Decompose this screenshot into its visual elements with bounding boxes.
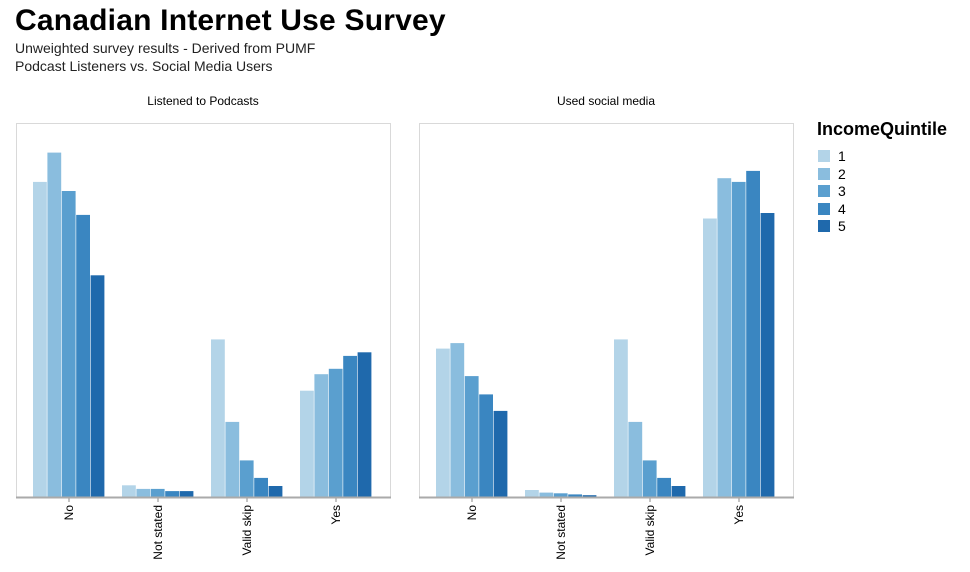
bar-valid-skip-q5 — [671, 486, 686, 497]
bar-not-stated-q1 — [122, 485, 136, 497]
legend-item-5: 5 — [818, 219, 846, 235]
panel-title: Used social media — [557, 94, 655, 108]
bar-not-stated-q3 — [150, 488, 165, 497]
legend-label: 1 — [838, 148, 846, 164]
bar-yes-q1 — [300, 390, 314, 497]
bar-valid-skip-q2 — [628, 421, 643, 497]
bar-yes-q1 — [703, 218, 717, 497]
bar-no-q1 — [33, 181, 47, 497]
bar-no-q1 — [436, 348, 450, 497]
facet-panel-2: Used social media No Not stated Valid skip Y… — [419, 94, 794, 560]
x-tick-label: No — [465, 505, 479, 521]
bar-valid-skip-q3 — [642, 460, 657, 497]
bar-not-stated-q4 — [165, 491, 179, 497]
bar-not-stated-q1 — [525, 490, 539, 497]
x-tick-label: Yes — [329, 505, 343, 525]
bar-yes-q5 — [357, 352, 372, 497]
legend-swatch — [818, 185, 830, 197]
bar-no-q4 — [479, 394, 493, 497]
bar-valid-skip-q2 — [225, 421, 240, 497]
bar-no-q2 — [450, 343, 465, 497]
bar-no-q3 — [61, 191, 76, 497]
bar-not-stated-q4 — [568, 494, 582, 497]
bar-valid-skip-q4 — [254, 477, 268, 497]
chart-title: Canadian Internet Use Survey — [15, 4, 446, 37]
x-tick-label: Valid skip — [240, 505, 254, 556]
legend-swatch — [818, 220, 830, 232]
bar-yes-q2 — [314, 374, 329, 497]
x-tick-label: Not stated — [151, 505, 165, 560]
bar-not-stated-q2 — [136, 488, 151, 497]
legend-title: IncomeQuintile — [817, 119, 948, 139]
bar-yes-q5 — [760, 213, 775, 497]
bar-yes-q4 — [343, 355, 357, 497]
legend-label: 2 — [838, 165, 846, 182]
bar-no-q5 — [493, 410, 508, 497]
x-tick-label: Not stated — [554, 505, 568, 560]
bar-yes-q3 — [731, 181, 746, 497]
bar-no-q2 — [47, 152, 62, 497]
bar-valid-skip-q3 — [239, 460, 254, 497]
legend-item-1: 1 — [818, 149, 846, 165]
bar-no-q5 — [90, 275, 105, 497]
legend-label: 3 — [838, 183, 846, 199]
bar-yes-q4 — [746, 170, 760, 497]
legend-item-3: 3 — [818, 184, 846, 200]
bar-not-stated-q2 — [539, 492, 554, 497]
legend-swatch — [818, 150, 830, 162]
x-tick-label: Valid skip — [643, 505, 657, 556]
bar-no-q4 — [76, 214, 90, 497]
legend-label: 5 — [838, 218, 846, 234]
bar-valid-skip-q4 — [657, 477, 671, 497]
bar-yes-q2 — [717, 178, 732, 497]
x-tick-label: No — [62, 505, 76, 521]
bar-not-stated-q3 — [553, 493, 568, 497]
legend-item-2: 2 — [818, 167, 846, 183]
facet-panel-1: Listened to Podcasts No Not stated Valid sk… — [16, 94, 391, 560]
bar-valid-skip-q1 — [211, 339, 225, 497]
chart-subtitle-line1: Unweighted survey results - Derived from… — [15, 40, 316, 56]
bar-not-stated-q5 — [582, 495, 597, 497]
bar-no-q3 — [464, 376, 479, 497]
chart-subtitle-line2: Podcast Listeners vs. Social Media Users — [15, 58, 273, 74]
panel-title: Listened to Podcasts — [147, 94, 258, 108]
legend-swatch — [818, 202, 830, 215]
legend-label: 4 — [838, 200, 846, 217]
legend-swatch — [818, 167, 830, 180]
legend-item-4: 4 — [818, 202, 846, 218]
bar-yes-q3 — [328, 368, 343, 497]
x-tick-label: Yes — [732, 505, 746, 525]
bar-valid-skip-q5 — [268, 486, 283, 497]
bar-not-stated-q5 — [179, 491, 194, 497]
bar-valid-skip-q1 — [614, 339, 628, 497]
